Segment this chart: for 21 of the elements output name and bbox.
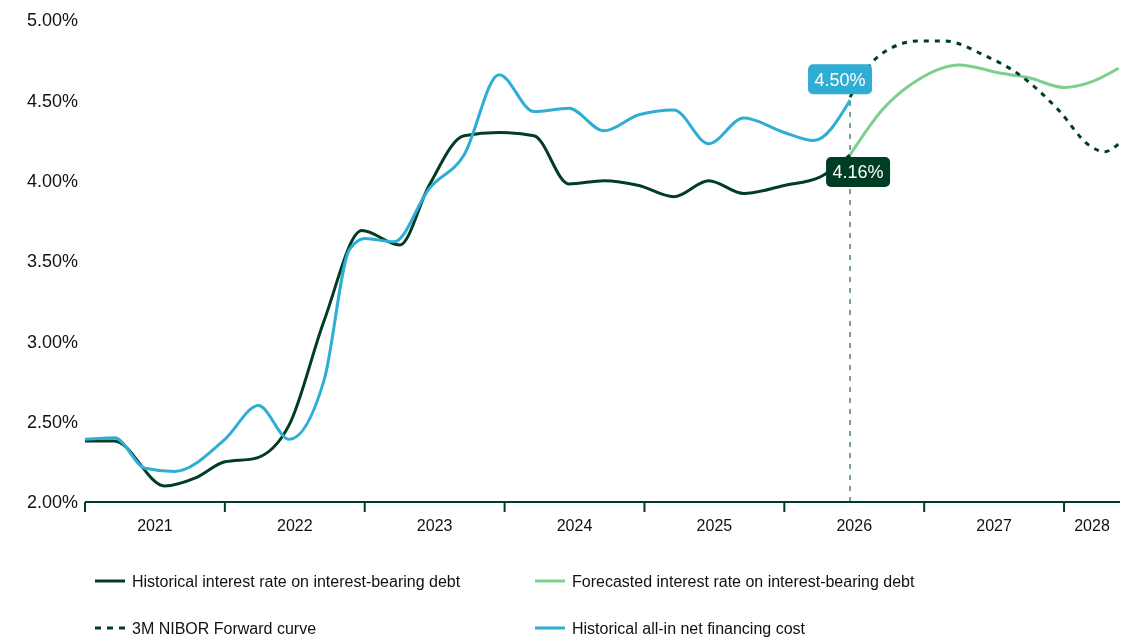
- y-tick-label: 2.00%: [26, 492, 78, 513]
- x-tick-label: 2022: [277, 517, 313, 534]
- y-tick-label: 5.00%: [26, 10, 78, 31]
- y-tick-label: 2.50%: [26, 411, 78, 432]
- legend-label: Historical all-in net financing cost: [572, 619, 806, 637]
- legend-label: Historical interest rate on interest-bearing debt: [132, 572, 461, 590]
- annotation: 4.16%: [832, 162, 884, 183]
- x-tick-label: 2027: [976, 517, 1013, 534]
- x-tick-label: 2024: [556, 517, 593, 534]
- x-tick-label: 2028: [1074, 517, 1110, 534]
- x-tick-label: 2025: [696, 517, 733, 534]
- x-tick-label: 2026: [836, 517, 873, 534]
- y-tick-label: 3.00%: [26, 331, 78, 352]
- y-tick-label: 3.50%: [26, 251, 78, 272]
- y-tick-label: 4.00%: [26, 170, 78, 191]
- y-tick-label: 4.50%: [26, 90, 78, 111]
- annotation: 4.50%: [814, 69, 866, 90]
- x-tick-label: 2023: [416, 517, 453, 534]
- legend-label: Forecasted interest rate on interest-bearing debt: [572, 572, 915, 590]
- legend-label: 3M NIBOR Forward curve: [132, 619, 317, 637]
- x-tick-label: 2021: [137, 517, 173, 534]
